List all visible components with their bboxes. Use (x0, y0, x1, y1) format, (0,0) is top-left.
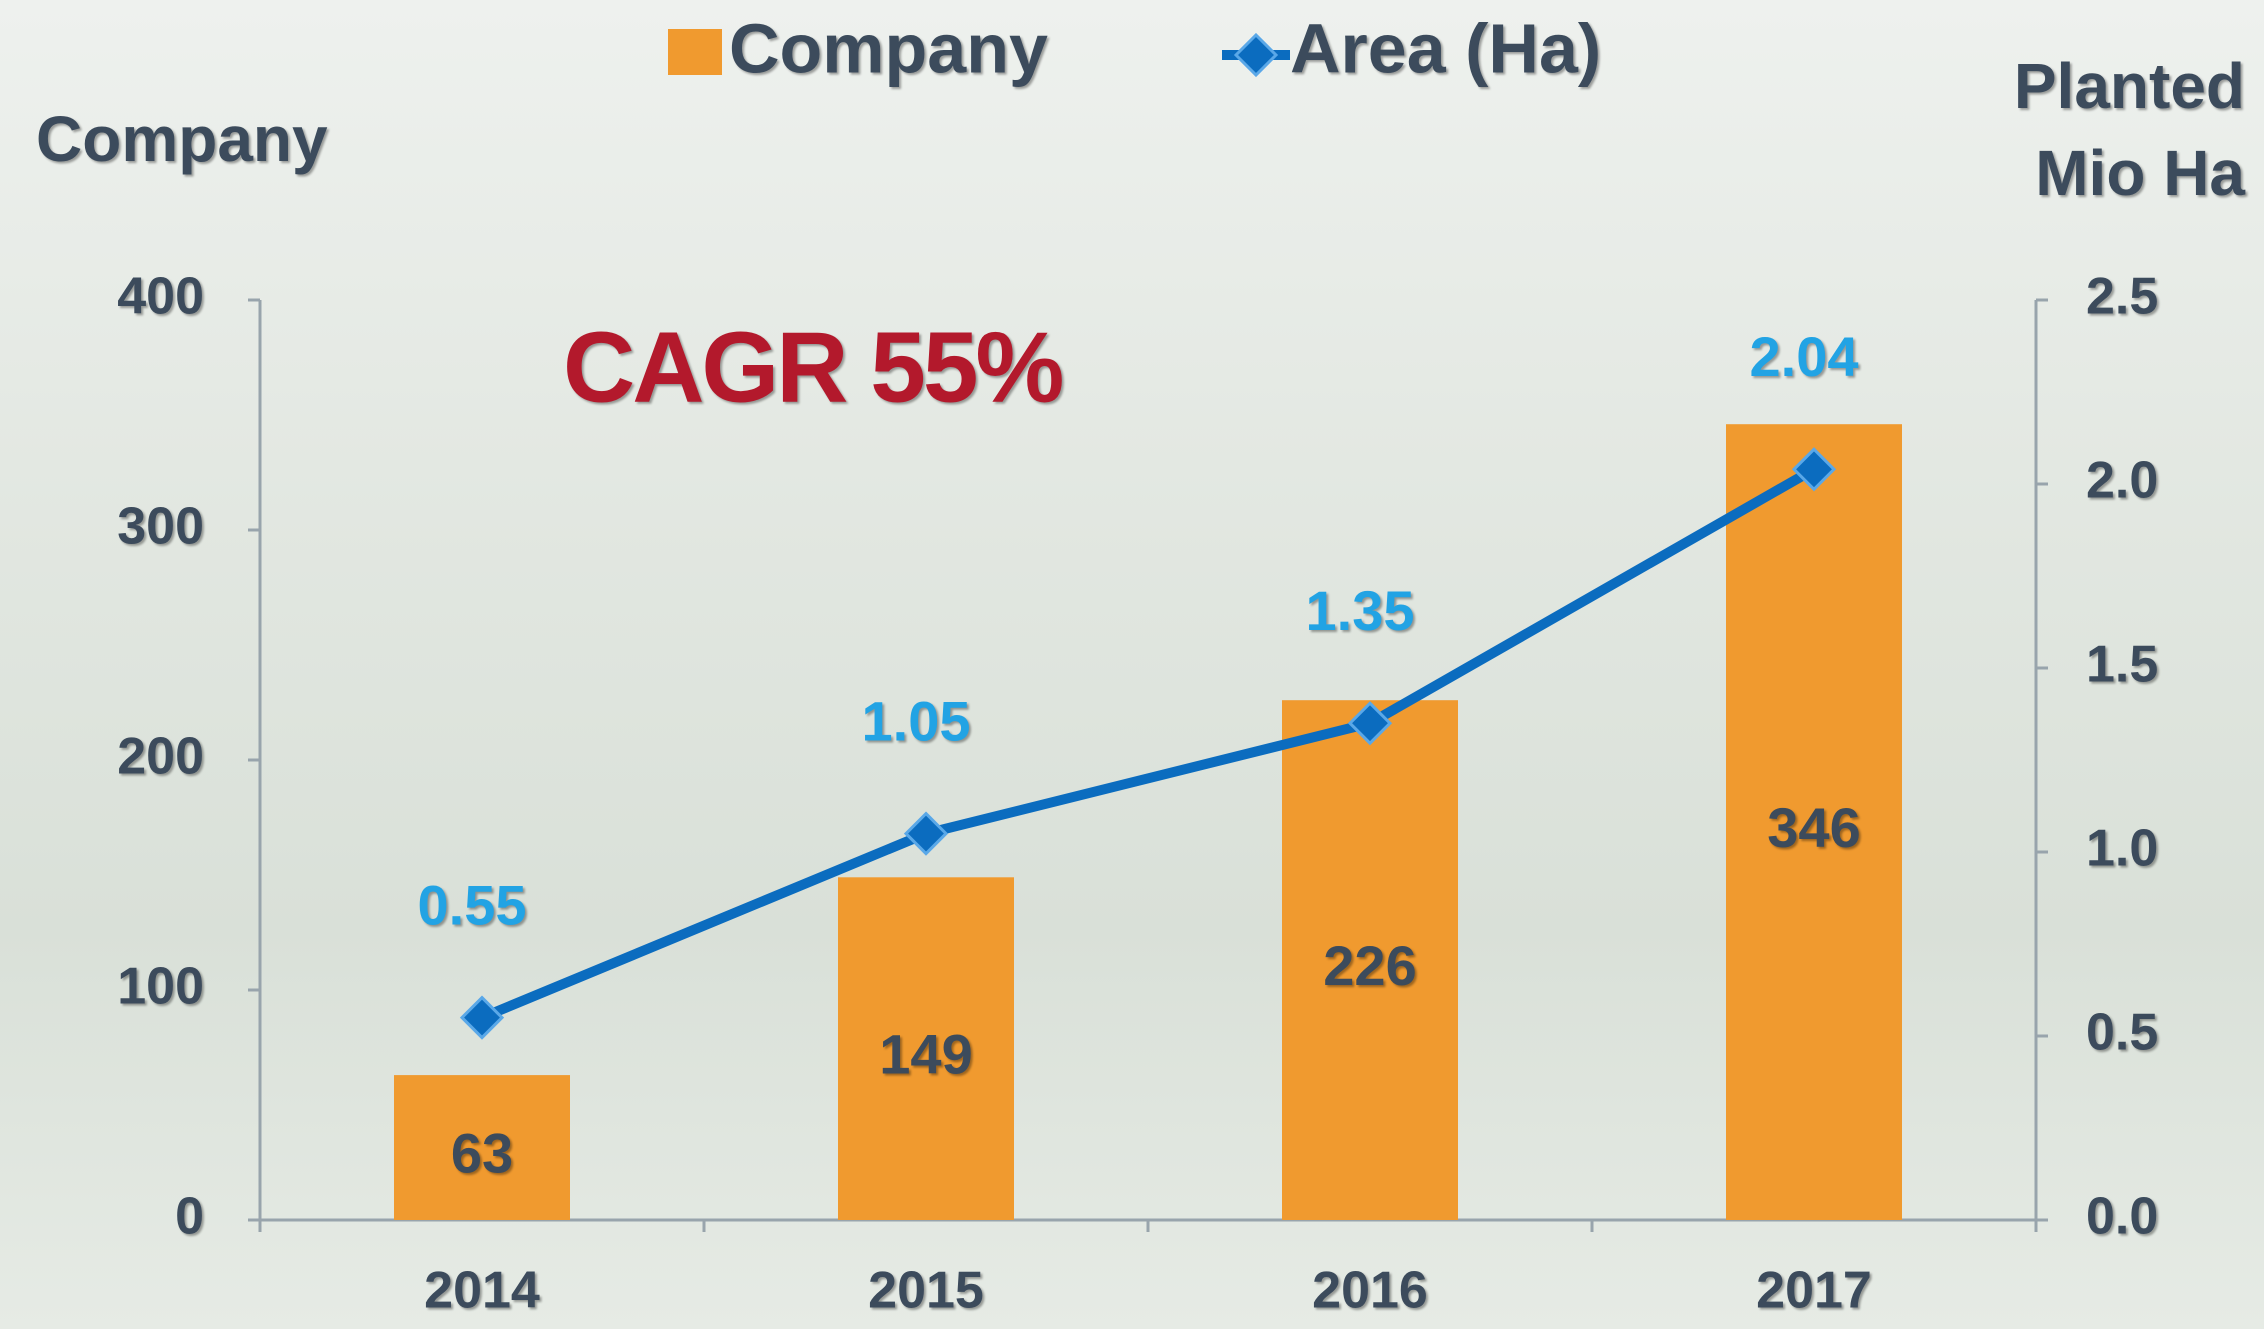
x-tick-label: 2015 (868, 1262, 984, 1320)
bar-value-label: 63 (451, 1121, 513, 1184)
x-tick-label: 2014 (424, 1262, 540, 1320)
legend-swatch (1233, 32, 1279, 78)
y2-tick-label: 0.0 (2086, 1188, 2158, 1246)
legend-label: Company (729, 9, 1048, 87)
line-value-label: 0.55 (418, 873, 527, 936)
y2-tick-label: 2.5 (2086, 268, 2158, 326)
y2-axis-label: Mio Ha (2035, 137, 2245, 209)
bar (838, 877, 1014, 1220)
line-marker (1791, 447, 1837, 492)
y-axis-label: Company (36, 103, 328, 175)
line-marker (459, 995, 505, 1040)
line-marker (1347, 701, 1393, 746)
y-tick-label: 100 (117, 958, 204, 1016)
line-marker (903, 811, 949, 856)
bar (1726, 424, 1902, 1220)
line (480, 464, 1817, 1023)
y-tick-label: 300 (117, 498, 204, 556)
y2-tick-label: 1.5 (2086, 636, 2158, 694)
legend-label: Area (Ha) (1290, 9, 1601, 87)
y2-tick-label: 1.0 (2086, 820, 2158, 878)
y2-axis-label: Planted (2014, 50, 2245, 122)
line-value-label: 2.04 (1750, 325, 1859, 388)
bar (1282, 700, 1458, 1220)
y-tick-label: 200 (117, 728, 204, 786)
bar-value-label: 226 (1323, 934, 1416, 997)
x-tick-label: 2016 (1312, 1262, 1428, 1320)
x-tick-label: 2017 (1756, 1262, 1872, 1320)
bar-value-label: 346 (1767, 796, 1860, 859)
bar (394, 1075, 570, 1220)
legend-swatch (668, 29, 722, 75)
y-tick-label: 400 (117, 268, 204, 326)
bar-value-label: 149 (879, 1022, 972, 1085)
y2-tick-label: 2.0 (2086, 452, 2158, 510)
y-tick-label: 0 (175, 1188, 204, 1246)
line-value-label: 1.35 (1306, 579, 1415, 642)
annotation: CAGR 55% (563, 311, 1062, 423)
y2-tick-label: 0.5 (2086, 1004, 2158, 1062)
line-value-label: 1.05 (862, 689, 971, 752)
